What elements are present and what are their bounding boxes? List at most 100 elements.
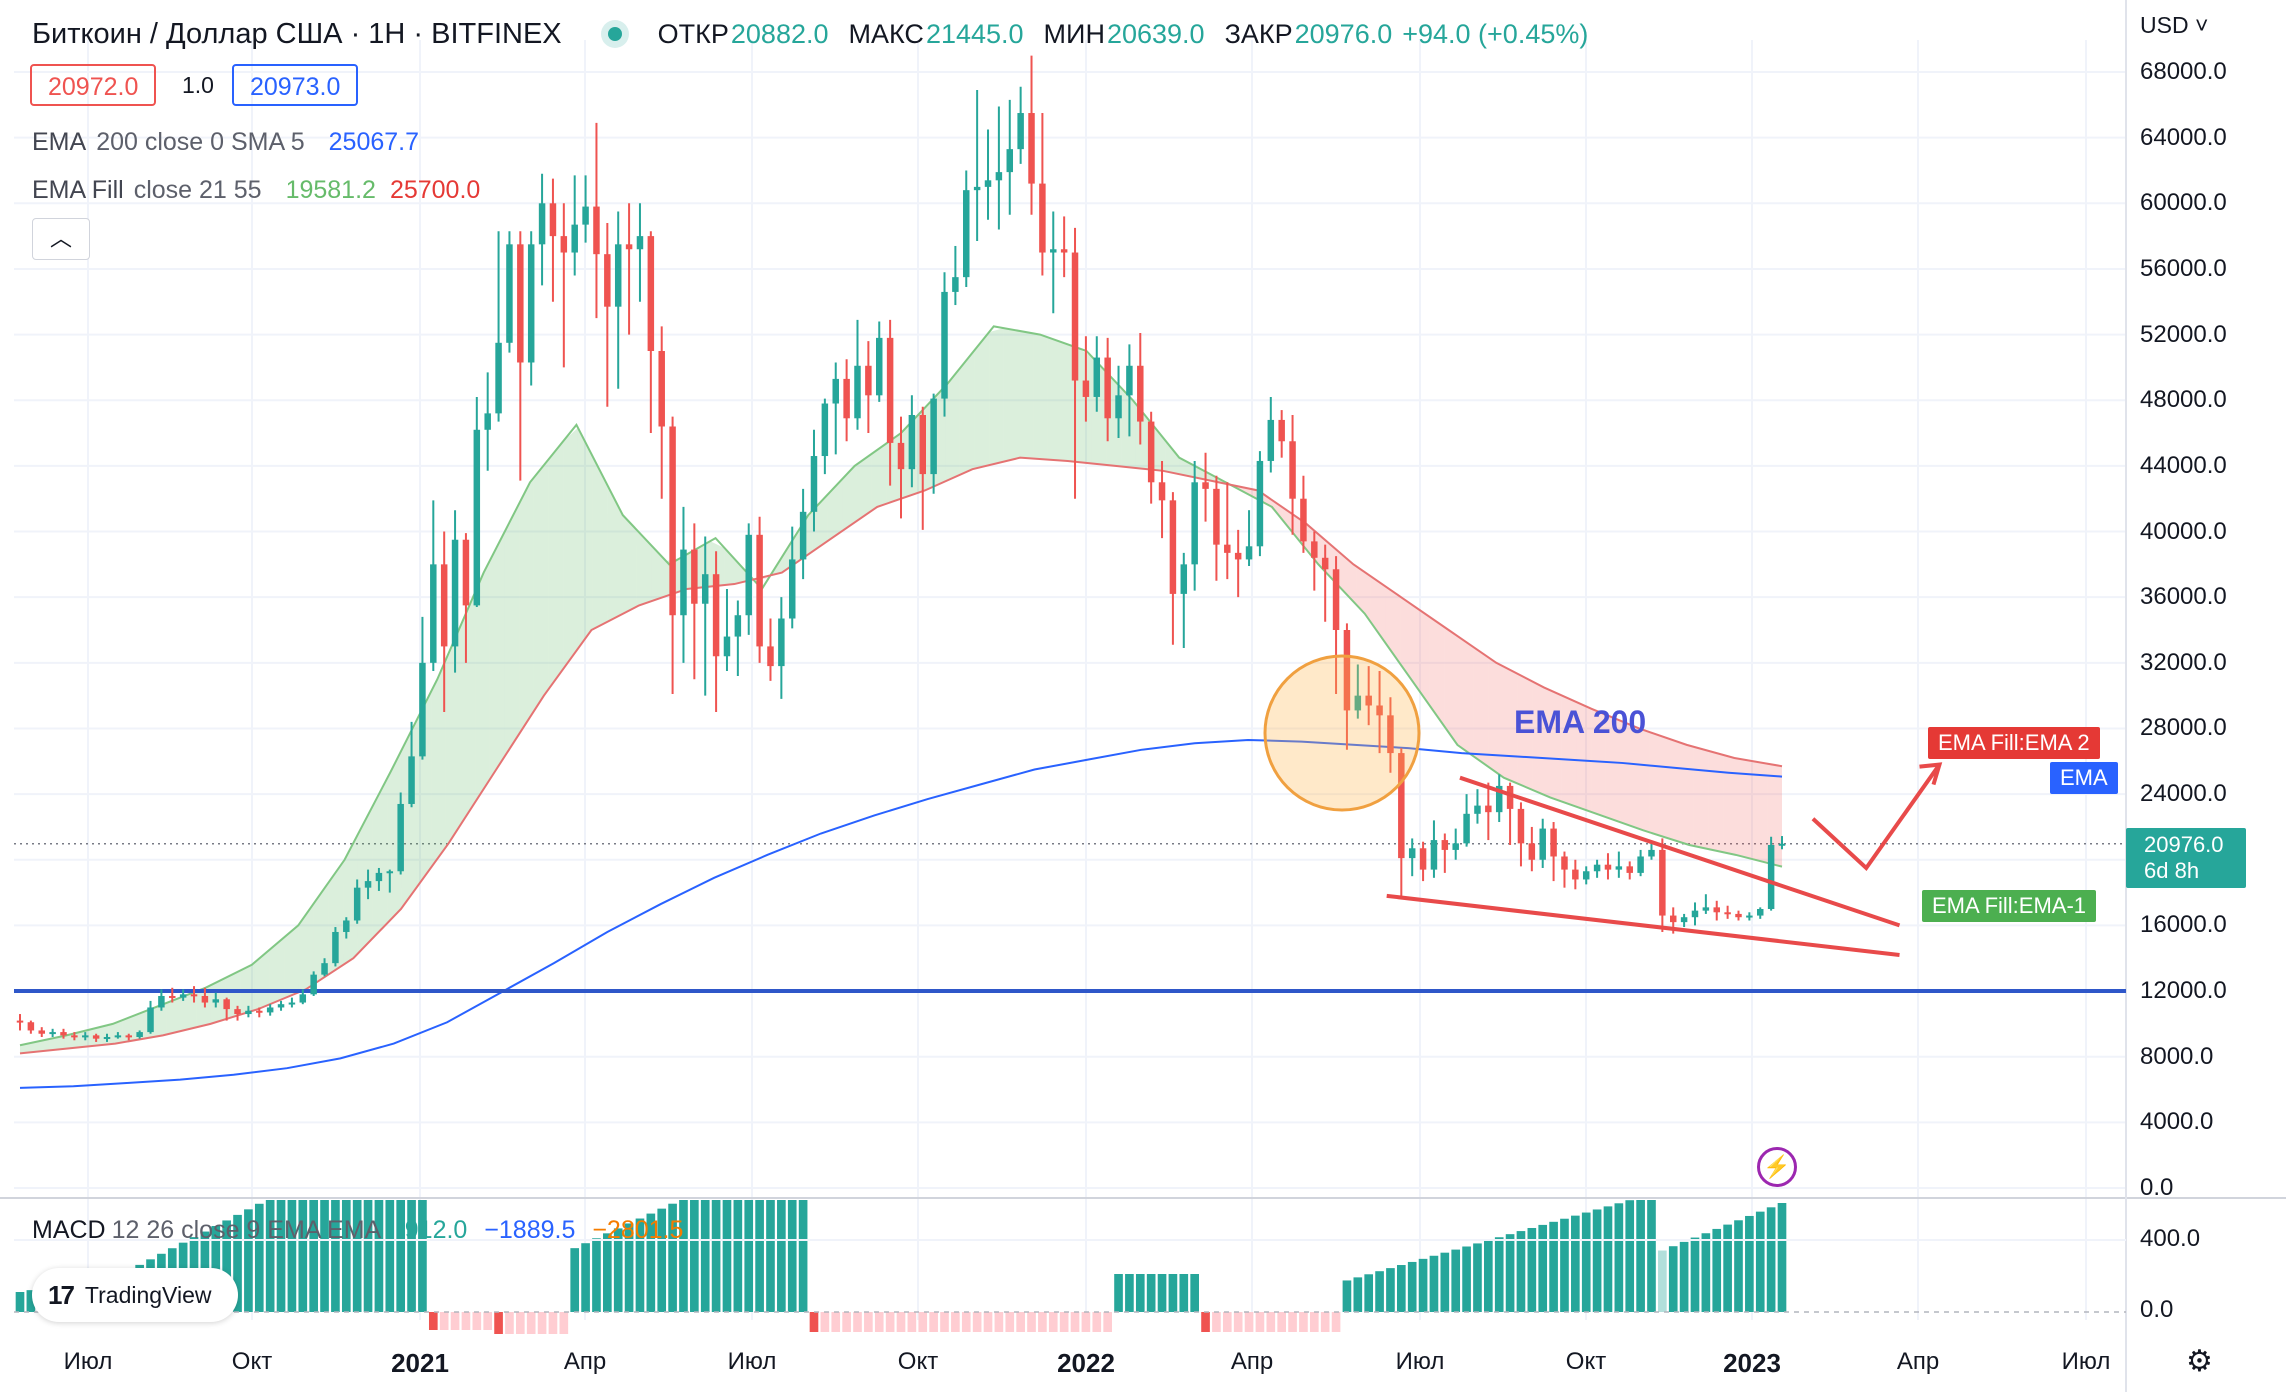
settings-gear-icon[interactable]: ⚙: [2186, 1345, 2213, 1378]
currency-selector[interactable]: USD ˅: [2140, 12, 2208, 39]
macd-bar: [1484, 1240, 1493, 1312]
macd-bar: [809, 1312, 819, 1332]
candle: [745, 523, 752, 635]
macd-bar: [1299, 1312, 1308, 1332]
fill-segment: [1503, 666, 1518, 784]
candle-body: [1311, 541, 1318, 558]
macd-bar: [559, 1312, 569, 1334]
candle: [1528, 826, 1536, 872]
macd-bar: [831, 1312, 841, 1332]
candle: [767, 618, 774, 681]
candle-body: [1757, 909, 1764, 916]
macd-bar: [1516, 1231, 1526, 1312]
indicator-ema-200-legend[interactable]: EMA 200 close 0 SMA 5 25067.7: [32, 128, 419, 157]
candle-body: [310, 974, 317, 995]
candle: [647, 231, 655, 434]
macd-bar: [1592, 1209, 1602, 1312]
macd-bar: [1690, 1237, 1700, 1312]
macd-histogram: [14, 1200, 2126, 1334]
price-axis-label: 64000.0: [2140, 123, 2227, 151]
candle-body: [832, 378, 839, 404]
macd-axis-label: 400.0: [2140, 1225, 2201, 1252]
fill-segment: [431, 659, 446, 868]
candle-body: [778, 618, 785, 667]
macd-bar: [700, 1200, 710, 1312]
candle-body: [1669, 915, 1677, 923]
candle: [1028, 55, 1035, 215]
lightning-icon[interactable]: ⚡: [1757, 1147, 1797, 1187]
macd-bar: [1560, 1218, 1569, 1312]
fill-segment: [1033, 333, 1048, 460]
candle: [201, 987, 209, 1008]
candle: [27, 1020, 35, 1034]
fill-segment: [401, 720, 417, 908]
candle-body: [1278, 419, 1285, 442]
fill-segment: [1723, 754, 1738, 856]
collapse-legend-button[interactable]: ︿: [32, 218, 90, 260]
buy-button[interactable]: 20973.0: [232, 64, 359, 106]
candle: [1191, 460, 1198, 591]
macd-bar: [331, 1200, 340, 1312]
macd-bar: [494, 1312, 503, 1334]
symbol-title[interactable]: Биткоин / Доллар США · 1Н · BITFINEX: [32, 17, 562, 50]
time-axis-label: Окт: [897, 1348, 939, 1375]
fill-segment: [254, 949, 270, 1011]
drawing-annotations: [1263, 654, 1943, 957]
macd-bar: [1244, 1312, 1254, 1332]
fill-segment: [622, 513, 637, 615]
candle-body: [854, 365, 861, 419]
projection-arrowhead: [1919, 762, 1943, 786]
candle: [1332, 556, 1340, 695]
candle: [538, 173, 546, 286]
candle-body: [277, 1004, 285, 1008]
high-value: 21445.0: [925, 18, 1024, 49]
candle: [1093, 336, 1101, 412]
macd-legend[interactable]: MACD 12 26 close 9 EMA EMA 912.0 −1889.5 …: [32, 1216, 683, 1245]
macd-bar: [885, 1312, 895, 1332]
tradingview-logo[interactable]: 17 TradingView: [32, 1268, 238, 1322]
macd-bar: [1396, 1265, 1406, 1312]
macd-bar: [1114, 1274, 1123, 1312]
candle: [1289, 415, 1296, 535]
candle: [103, 1033, 111, 1042]
time-axis-label: Окт: [231, 1348, 273, 1375]
market-status-icon[interactable]: [607, 27, 622, 41]
candle: [440, 531, 448, 713]
low-label: МИН: [1043, 18, 1105, 49]
candle: [614, 211, 622, 389]
candle: [451, 510, 459, 673]
candle: [310, 971, 317, 996]
price-axis-label: 68000.0: [2140, 58, 2227, 85]
candle-body: [1680, 917, 1688, 923]
fill-segment: [563, 427, 578, 669]
price-axis-label: 40000.0: [2140, 517, 2227, 545]
candle-body: [299, 994, 307, 1003]
macd-bar: [450, 1312, 460, 1330]
macd-bar: [668, 1203, 677, 1312]
candle-body: [234, 1009, 241, 1015]
candle: [1169, 492, 1177, 645]
macd-bar: [1614, 1203, 1624, 1312]
candle: [1735, 910, 1742, 921]
candle: [908, 395, 916, 488]
macd-bar: [1364, 1274, 1374, 1312]
candle-body: [1180, 564, 1188, 594]
candle-body: [712, 574, 720, 657]
indicator-ema-fill-legend[interactable]: EMA Fill close 21 55 19581.2 25700.0: [32, 176, 480, 205]
candle: [1474, 789, 1481, 824]
candle-body: [538, 203, 546, 245]
candle: [397, 792, 404, 875]
candle: [582, 175, 589, 243]
candle-body: [27, 1022, 35, 1031]
candle-body: [114, 1035, 122, 1038]
candle: [1398, 748, 1405, 900]
candle-body: [1202, 482, 1209, 489]
sell-button[interactable]: 20972.0: [30, 64, 157, 106]
ema-200-annotation[interactable]: EMA 200: [1514, 704, 1647, 740]
fill-segment: [122, 1014, 138, 1043]
candle-body: [71, 1035, 78, 1038]
candle-body: [843, 378, 850, 419]
candle-body: [1387, 715, 1394, 754]
